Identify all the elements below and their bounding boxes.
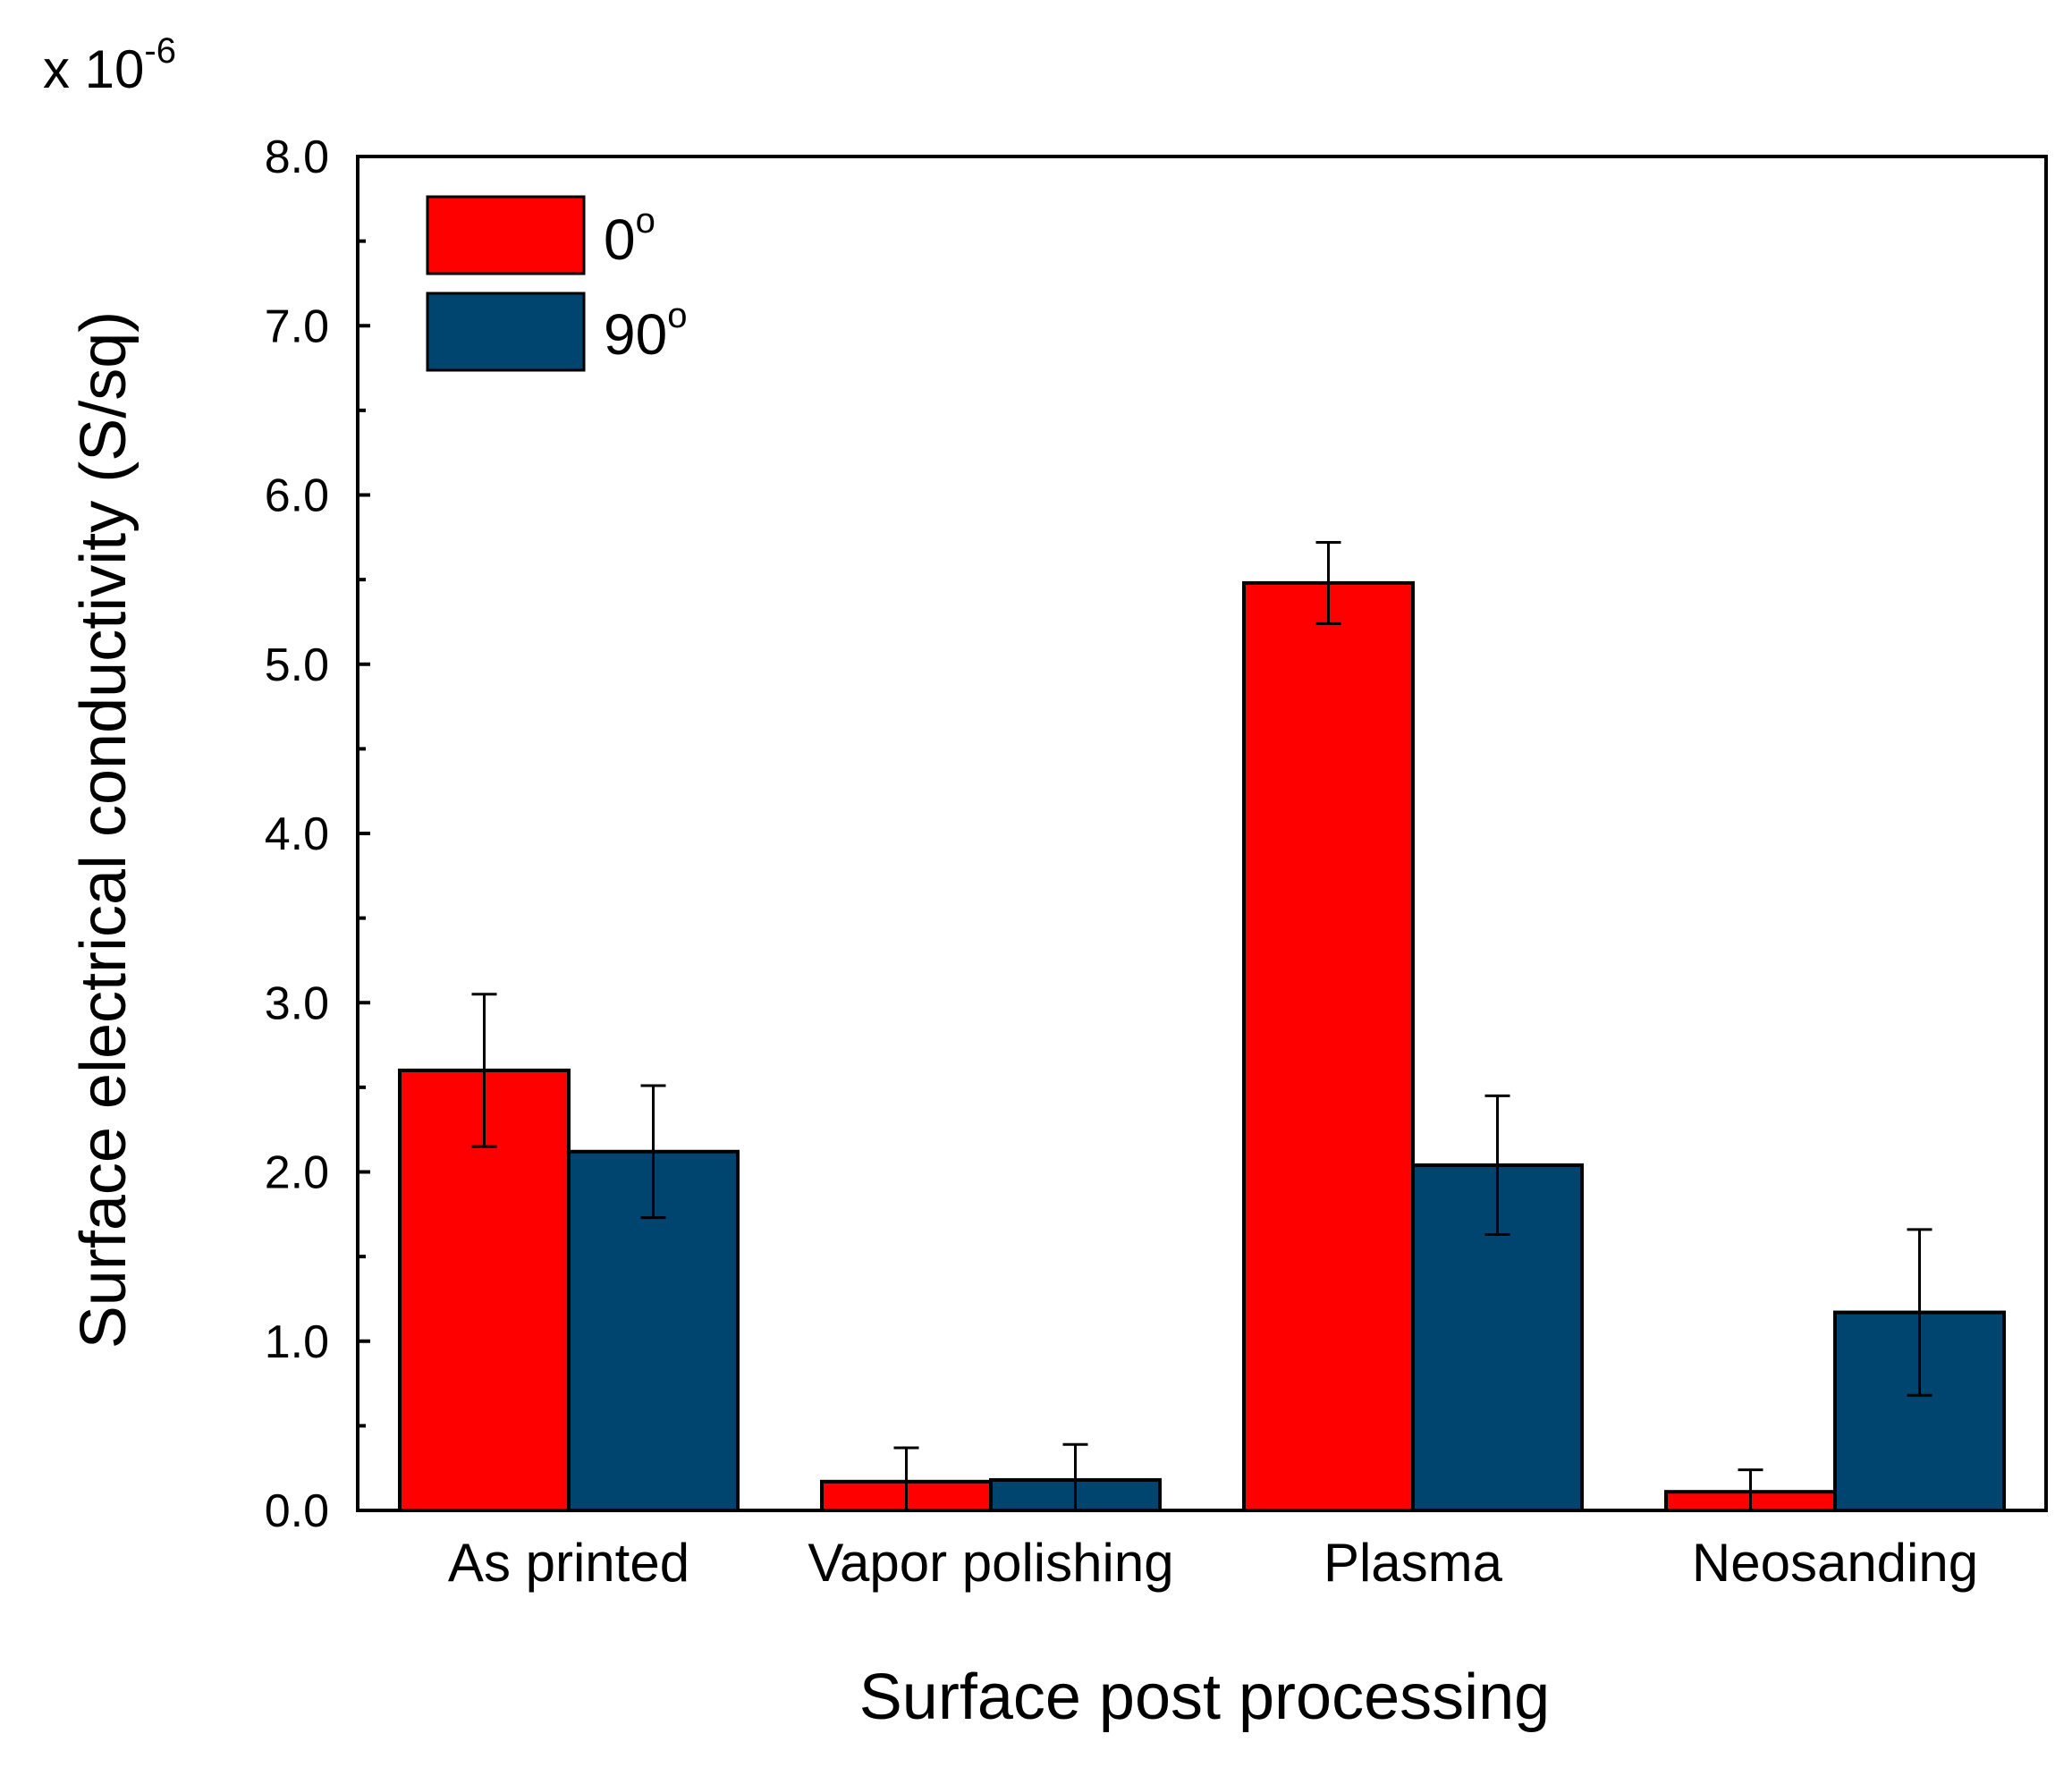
x-category-label: Vapor polishing <box>808 1533 1173 1593</box>
legend: 0o 90o <box>426 195 687 372</box>
y-tick-label: 3.0 <box>265 977 329 1029</box>
x-category-label: As printed <box>448 1533 689 1593</box>
scale-label: x 10-6 <box>43 31 176 99</box>
x-category-label: Neosanding <box>1692 1533 1978 1593</box>
bar-0deg-2 <box>1242 580 1415 1512</box>
y-tick-label: 7.0 <box>265 300 329 352</box>
y-tick-label: 2.0 <box>265 1147 329 1199</box>
y-tick-label: 5.0 <box>265 639 329 691</box>
legend-swatch-0deg <box>426 195 586 275</box>
legend-swatch-90deg <box>426 292 586 372</box>
y-tick-label: 0.0 <box>265 1485 329 1537</box>
y-tick-label: 8.0 <box>265 131 329 183</box>
x-category-label: Plasma <box>1324 1533 1503 1593</box>
y-tick-label: 4.0 <box>265 808 329 860</box>
x-axis-title: Surface post processing <box>859 1662 1550 1733</box>
legend-label-90deg: 90o <box>604 296 687 367</box>
legend-label-0deg: 0o <box>604 201 655 272</box>
y-tick-label: 1.0 <box>265 1316 329 1368</box>
y-axis-title: Surface electrical conductivity (S/sq) <box>68 311 140 1349</box>
y-tick-label: 6.0 <box>265 470 329 522</box>
plot-frame <box>356 155 2048 1512</box>
